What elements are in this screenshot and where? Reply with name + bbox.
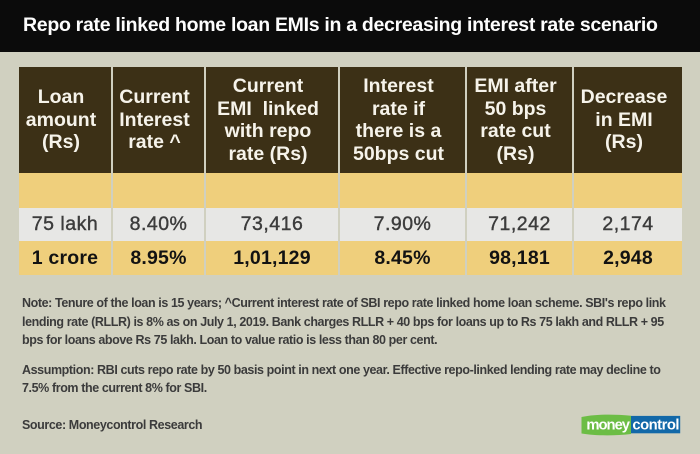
svg-text:money: money <box>586 417 630 433</box>
svg-text:control: control <box>632 417 679 433</box>
